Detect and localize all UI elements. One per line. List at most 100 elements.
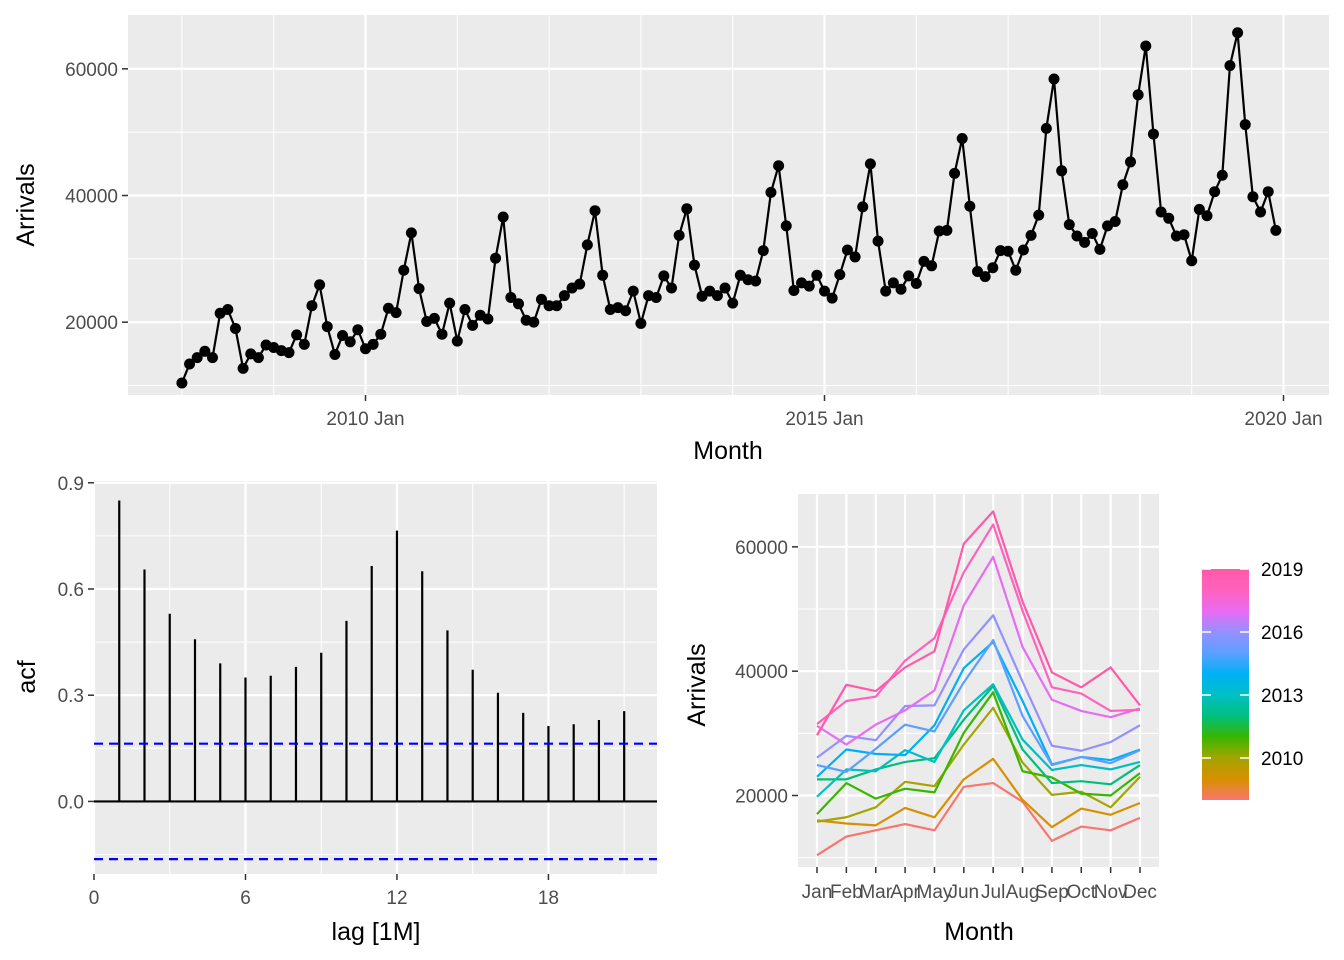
ts-point	[1209, 186, 1221, 198]
season-y-tick-label: 60000	[735, 538, 788, 559]
ts-point	[252, 352, 264, 364]
season-y-tick-label: 20000	[735, 787, 788, 808]
acf-y-tick-label: 0.6	[58, 580, 84, 601]
ts-point	[337, 329, 349, 341]
acf-x-tick-label: 18	[538, 888, 559, 909]
ts-point	[1063, 219, 1075, 231]
ts-x-tick-label: 2010 Jan	[326, 409, 404, 430]
acf-x-tick-label: 6	[240, 888, 251, 909]
ts-point	[535, 293, 547, 305]
ts-point	[910, 278, 922, 290]
ts-point	[964, 200, 976, 212]
ts-point	[482, 313, 494, 325]
ts-point	[199, 345, 211, 357]
ts-point	[1033, 209, 1045, 221]
ts-point	[513, 298, 524, 310]
ts-point	[750, 275, 762, 287]
ts-point	[895, 283, 907, 295]
season-year-line	[816, 757, 1141, 829]
legend-colorbar	[1202, 569, 1249, 800]
acf-y-axis-title: acf	[13, 660, 41, 693]
ts-point	[1147, 128, 1159, 140]
ts-point	[528, 316, 540, 328]
acf-plot-background	[94, 481, 657, 874]
ts-point	[597, 269, 609, 281]
season-plot-background	[798, 494, 1159, 867]
ts-point	[841, 244, 853, 256]
season-year-line	[816, 638, 1141, 773]
ts-point	[773, 160, 785, 172]
ts-point	[490, 252, 502, 264]
season-year-line	[816, 781, 1141, 857]
season-year-line	[816, 523, 1141, 725]
ts-point	[887, 277, 899, 289]
ts-point	[1094, 243, 1106, 255]
ts-marks	[176, 27, 1282, 389]
ts-point	[1186, 255, 1198, 267]
ts-point	[1255, 206, 1267, 218]
ts-point	[719, 282, 731, 294]
ts-point	[872, 235, 884, 247]
season-year-line	[816, 683, 1141, 798]
ts-point	[1201, 210, 1213, 222]
ts-point	[367, 338, 379, 350]
ts-point	[757, 245, 769, 257]
ts-point	[558, 290, 570, 302]
ts-point	[375, 328, 387, 340]
season-marks	[816, 510, 1141, 857]
ts-point	[589, 205, 601, 217]
ts-point	[864, 158, 876, 170]
acf-y-tick-label: 0.9	[58, 474, 84, 495]
ts-point	[1239, 119, 1251, 131]
ts-point	[627, 285, 639, 297]
ts-point	[658, 270, 670, 282]
ts-point	[1125, 156, 1136, 168]
season-x-tick-label: Jan	[802, 882, 833, 903]
ts-y-axis-title: Arrivals	[12, 163, 40, 246]
ts-point	[1017, 244, 1029, 256]
season-x-tick-label: Aug	[1006, 882, 1040, 903]
ts-point	[826, 292, 838, 304]
ts-point	[444, 297, 456, 309]
legend-label: 2019	[1261, 560, 1303, 581]
ts-point	[1224, 60, 1236, 72]
season-year-line	[816, 510, 1141, 736]
season-x-tick-label: Nov	[1094, 882, 1128, 903]
ts-point	[727, 297, 739, 309]
ts-point	[176, 377, 188, 389]
season-x-axis-title: Month	[944, 918, 1013, 946]
year-legend: 2019 2016 2013 2010	[1202, 560, 1303, 800]
ts-point	[436, 328, 448, 340]
ts-point	[1178, 229, 1190, 241]
ts-point	[956, 133, 968, 144]
ts-point	[306, 300, 318, 312]
season-year-line	[816, 691, 1141, 815]
ts-point	[329, 348, 341, 360]
ts-point	[1040, 122, 1052, 134]
ts-point	[467, 319, 479, 331]
ts-point	[849, 251, 861, 263]
ts-point	[949, 167, 961, 179]
ts-point	[788, 285, 800, 296]
season-y-axis-title: Arrivals	[683, 643, 711, 726]
season-y-tick-label: 40000	[735, 662, 788, 683]
ts-point	[314, 279, 326, 291]
ts-point	[451, 335, 463, 347]
ts-point	[1216, 169, 1228, 181]
ts-point	[1056, 165, 1068, 177]
ts-point	[673, 229, 685, 241]
ts-point	[405, 227, 417, 239]
acf-y-tick-label: 0.0	[58, 792, 84, 813]
ts-point	[780, 220, 792, 232]
season-x-tick-label: Mar	[859, 882, 892, 903]
ts-point	[1247, 191, 1259, 203]
ts-point	[283, 347, 295, 359]
ts-x-tick-label: 2015 Jan	[785, 409, 863, 430]
ts-point	[352, 324, 364, 336]
ts-point	[551, 300, 563, 312]
ts-point	[1002, 245, 1014, 257]
